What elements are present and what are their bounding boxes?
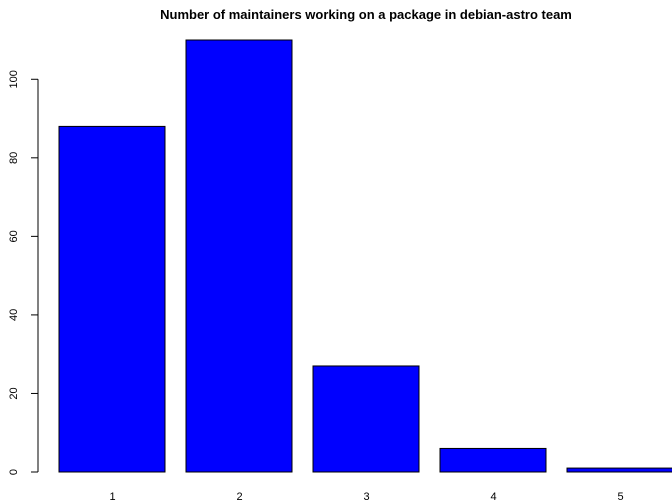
bar xyxy=(58,125,166,473)
bar xyxy=(185,39,293,473)
y-tick-label: 60 xyxy=(8,230,20,242)
bars xyxy=(58,39,672,473)
y-tick-label: 20 xyxy=(8,387,20,399)
y-tick-label: 80 xyxy=(8,152,20,164)
bar xyxy=(312,365,420,473)
y-tick-label: 100 xyxy=(8,70,20,88)
bar xyxy=(566,467,672,473)
x-tick-label: 3 xyxy=(363,491,369,501)
bar xyxy=(439,447,547,473)
x-tick-label: 4 xyxy=(490,491,496,501)
x-axis-labels: 1 2 3 4 5 xyxy=(109,491,623,501)
x-tick-label: 2 xyxy=(236,491,242,501)
y-tick-label: 40 xyxy=(8,309,20,321)
y-axis: 0 20 40 60 80 100 xyxy=(8,70,39,475)
x-tick-label: 1 xyxy=(109,491,115,501)
x-tick-label: 5 xyxy=(617,491,623,501)
y-tick-label: 0 xyxy=(8,469,20,475)
chart-title: Number of maintainers working on a packa… xyxy=(160,7,572,22)
